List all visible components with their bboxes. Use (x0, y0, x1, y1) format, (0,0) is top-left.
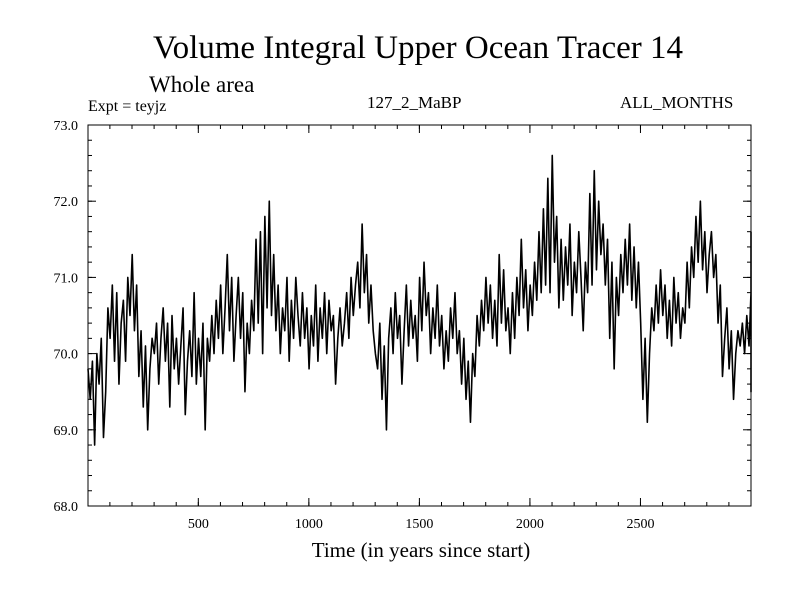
y-tick-label: 71.0 (54, 271, 79, 286)
chart-title: Volume Integral Upper Ocean Tracer 14 (153, 30, 683, 66)
y-tick-label: 69.0 (54, 424, 79, 439)
y-tick-label: 73.0 (54, 119, 79, 134)
months-label: ALL_MONTHS (620, 93, 734, 112)
run-label: 127_2_MaBP (367, 93, 462, 112)
axis-ticks (88, 124, 751, 507)
axis-tick-labels: 68.0 69.0 70.0 71.0 72.0 73.0 500 1000 1500 2000 2… (54, 119, 655, 532)
x-tick-label: 500 (188, 517, 209, 532)
x-tick-label: 2000 (516, 517, 544, 532)
chart-subtitle: Whole area (149, 72, 255, 97)
x-tick-label: 2500 (626, 517, 654, 532)
x-axis-label: Time (in years since start) (311, 538, 531, 562)
x-tick-label: 1000 (295, 517, 323, 532)
y-tick-label: 72.0 (54, 195, 79, 210)
series-line-tracer-14 (87, 154, 752, 446)
x-tick-label: 1500 (405, 517, 433, 532)
y-tick-label: 68.0 (54, 500, 79, 515)
y-tick-label: 70.0 (54, 348, 79, 363)
experiment-label: Expt = teyjz (88, 98, 167, 115)
